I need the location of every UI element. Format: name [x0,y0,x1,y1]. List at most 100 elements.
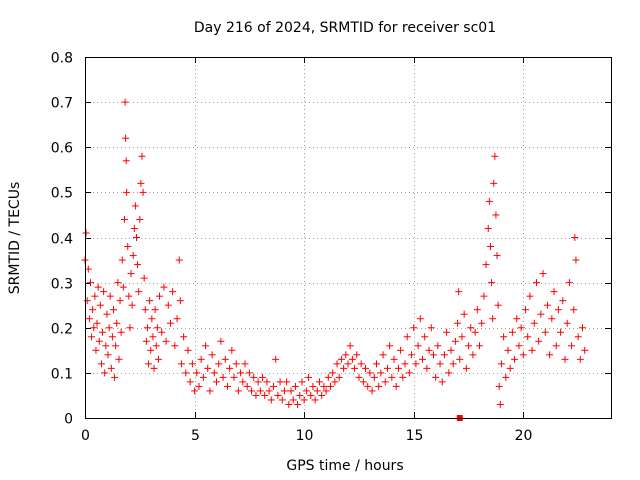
data-point [151,306,159,314]
data-point [379,351,387,359]
data-point [305,373,313,381]
data-point [331,378,339,386]
data-point [267,396,275,404]
data-point [125,292,133,300]
data-point [581,346,589,354]
data-point [177,360,185,368]
x-tick-labels: 0 5 10 15 20 [81,428,532,444]
data-point [169,288,177,296]
data-point [419,355,427,363]
data-point [91,292,99,300]
data-point [403,333,411,341]
data-point [392,382,400,390]
x-tick-label: 15 [406,428,424,444]
data-point [298,378,306,386]
data-point [539,270,547,278]
x-tick-label: 10 [296,428,314,444]
data-point [412,360,420,368]
data-point [199,373,207,381]
data-point [153,324,161,332]
data-point [208,351,216,359]
data-point [543,301,551,309]
data-point [269,382,277,390]
data-point [489,315,497,323]
data-point [122,134,130,142]
data-point [136,215,144,223]
data-point [278,396,286,404]
data-point [532,279,540,287]
data-point [82,229,90,237]
data-point [138,152,146,160]
data-point [434,342,442,350]
data-point [280,387,288,395]
data-point [432,373,440,381]
y-tick-label: 0.6 [51,141,73,157]
y-tick-label: 0.7 [51,96,73,112]
data-point [128,301,136,309]
data-point [322,387,330,395]
data-point [425,346,433,354]
data-point [83,297,91,305]
data-point [302,387,310,395]
data-point [149,333,157,341]
y-tick-label: 0.4 [51,232,73,248]
data-point [440,351,448,359]
data-point [316,378,324,386]
data-point [401,360,409,368]
data-point [261,391,269,399]
data-point [508,328,516,336]
data-point [237,369,245,377]
data-point [473,306,481,314]
data-point [154,355,162,363]
data-point [118,256,126,264]
data-point [388,373,396,381]
data-point [85,315,93,323]
data-point [455,288,463,296]
data-point [368,387,376,395]
data-point [117,328,125,336]
data-point [492,211,500,219]
data-point [571,234,579,241]
data-point [274,391,282,399]
data-point [502,373,510,381]
data-point [100,288,108,296]
data-point [447,346,455,354]
data-point [568,342,576,350]
data-point [561,355,569,363]
data-point [90,324,98,332]
data-point [563,319,571,327]
data-point [141,306,149,314]
data-point [423,364,431,372]
data-point [135,288,143,296]
data-point [405,369,413,377]
data-point [537,310,545,318]
data-point [186,378,194,386]
x-tick-label: 0 [81,428,90,444]
data-point [526,292,534,300]
data-point [180,333,188,341]
data-point [342,351,350,359]
data-point [115,355,123,363]
data-point [158,328,166,336]
data-point [296,391,304,399]
data-point [259,373,267,381]
data-point [291,382,299,390]
data-point [245,369,253,377]
data-point [478,319,486,327]
data-point [156,292,164,300]
data-point [324,373,332,381]
data-point [445,369,453,377]
data-point [217,337,225,345]
data-point [243,382,251,390]
data-point [116,297,124,305]
data-point [93,319,101,327]
data-point [285,400,293,408]
data-point [202,342,210,350]
y-tick-label: 0.2 [51,322,73,338]
data-point [337,355,345,363]
y-tick-labels: 0 0.1 0.2 0.3 0.4 0.5 0.6 0.7 0.8 [51,51,73,428]
data-point [576,355,584,363]
data-point [565,279,573,287]
data-point [484,224,492,232]
data-point [451,337,459,345]
